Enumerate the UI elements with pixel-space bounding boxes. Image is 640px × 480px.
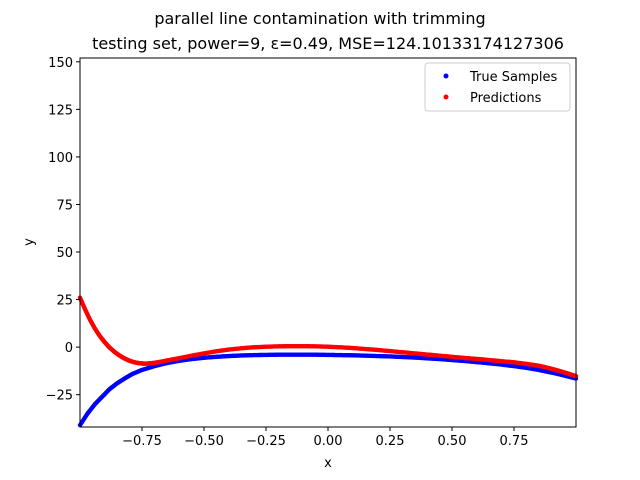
x-tick-label: 0.75 — [500, 434, 529, 449]
x-tick-label: 0.50 — [438, 434, 467, 449]
y-tick-label: 25 — [56, 294, 73, 309]
y-tick-label: 75 — [56, 198, 73, 213]
chart-title: parallel line contamination with trimmin… — [154, 9, 485, 28]
y-tick-label: 100 — [48, 151, 73, 166]
y-tick-label: 50 — [56, 246, 73, 261]
x-tick-label: −0.25 — [246, 434, 286, 449]
legend-marker — [443, 73, 449, 79]
x-tick-label: −0.50 — [184, 434, 224, 449]
legend-box — [424, 62, 571, 112]
series-predictions — [77, 295, 579, 379]
x-tick-label: 0.00 — [314, 434, 343, 449]
legend-label: Predictions — [470, 91, 542, 106]
y-tick-label: 125 — [48, 103, 73, 118]
y-tick-label: 150 — [48, 56, 73, 71]
y-axis-label: y — [22, 238, 37, 246]
data-layer — [77, 295, 579, 428]
x-axis: −0.75 −0.50 −0.25 0.00 0.25 0.50 0.75 — [122, 427, 528, 449]
series-true-samples — [77, 352, 579, 428]
chart-subtitle: testing set, power=9, ε=0.49, MSE=124.10… — [92, 34, 564, 53]
legend-label: True Samples — [469, 70, 557, 85]
x-tick-label: −0.75 — [122, 434, 162, 449]
legend-marker — [443, 94, 449, 100]
plot-frame — [79, 57, 577, 428]
x-tick-label: 0.25 — [376, 434, 405, 449]
legend: True Samples Predictions — [424, 62, 571, 112]
y-tick-label: 0 — [65, 341, 73, 356]
x-axis-label: x — [324, 456, 332, 471]
y-axis: −25 0 25 50 75 100 125 150 — [46, 56, 80, 404]
y-tick-label: −25 — [46, 389, 73, 404]
